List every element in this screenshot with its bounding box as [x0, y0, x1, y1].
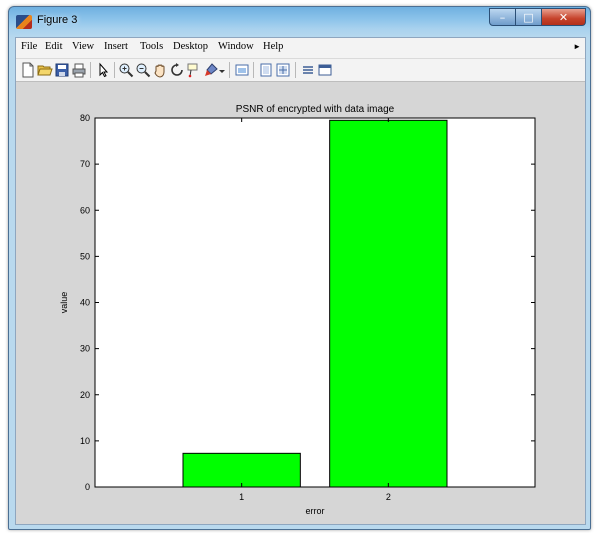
- y-tick-label: 50: [80, 251, 90, 261]
- x-tick-label: 2: [386, 492, 391, 502]
- pointer-icon[interactable]: [95, 62, 111, 78]
- y-tick-label: 20: [80, 390, 90, 400]
- brush-icon[interactable]: [203, 62, 219, 78]
- bars-group: [182, 119, 448, 488]
- chart-title: PSNR of encrypted with data image: [236, 104, 395, 115]
- figure-toolbar: [16, 59, 585, 82]
- toolbar-separator: [229, 62, 230, 78]
- menu-overflow-arrow-icon[interactable]: ►: [573, 42, 581, 51]
- menu-window[interactable]: Window: [218, 41, 254, 52]
- bar-1[interactable]: [182, 452, 301, 488]
- menu-desktop[interactable]: Desktop: [173, 41, 208, 52]
- x-tick-label: 1: [239, 492, 244, 502]
- open-file-icon[interactable]: [37, 62, 53, 78]
- minimize-button[interactable]: –: [489, 8, 516, 26]
- y-tick-label: 70: [80, 159, 90, 169]
- menu-file[interactable]: File: [21, 41, 38, 52]
- menu-help[interactable]: Help: [263, 41, 284, 52]
- toolbar-separator: [90, 62, 91, 78]
- y-tick-label: 10: [80, 436, 90, 446]
- colorbar-icon[interactable]: [258, 62, 274, 78]
- maximize-button[interactable]: □: [516, 8, 542, 26]
- data-cursor-icon[interactable]: [186, 62, 202, 78]
- menu-bar: File Edit View Insert Tools Desktop Wind…: [16, 38, 585, 59]
- save-icon[interactable]: [54, 62, 70, 78]
- y-tick-label: 80: [80, 113, 90, 123]
- show-plot-tools-icon[interactable]: [317, 62, 333, 78]
- toolbar-separator: [253, 62, 254, 78]
- y-tick-label: 60: [80, 205, 90, 215]
- title-bar[interactable]: Figure 3 – □ ✕: [9, 7, 590, 37]
- y-tick-label: 40: [80, 298, 90, 308]
- toolbar-separator: [114, 62, 115, 78]
- toolbar-separator: [295, 62, 296, 78]
- menu-insert[interactable]: Insert: [104, 41, 128, 52]
- link-plot-icon[interactable]: [234, 62, 250, 78]
- hide-plot-tools-icon[interactable]: [300, 62, 316, 78]
- menu-edit[interactable]: Edit: [45, 41, 63, 52]
- brush-dropdown-icon[interactable]: [218, 62, 226, 78]
- zoom-in-icon[interactable]: [118, 62, 134, 78]
- figure-client-area: File Edit View Insert Tools Desktop Wind…: [15, 37, 586, 525]
- close-button[interactable]: ✕: [542, 8, 586, 26]
- axes-frame: [94, 117, 536, 488]
- y-tick-label: 0: [85, 482, 90, 492]
- y-tick-label: 30: [80, 344, 90, 354]
- legend-icon[interactable]: [275, 62, 291, 78]
- bar-2[interactable]: [329, 119, 448, 488]
- zoom-out-icon[interactable]: [135, 62, 151, 78]
- rotate-3d-icon[interactable]: [169, 62, 185, 78]
- y-axis-label: value: [59, 292, 69, 314]
- matlab-logo-icon: [16, 15, 32, 29]
- menu-view[interactable]: View: [72, 41, 95, 52]
- window-title: Figure 3: [37, 14, 78, 26]
- new-figure-icon[interactable]: [20, 62, 36, 78]
- figure-window: Figure 3 – □ ✕ File Edit View Insert Too…: [8, 6, 591, 530]
- window-controls: – □ ✕: [489, 8, 586, 26]
- axes-background: [95, 118, 535, 487]
- pan-icon[interactable]: [152, 62, 168, 78]
- menu-tools[interactable]: Tools: [140, 41, 164, 52]
- x-axis-label: error: [305, 506, 324, 516]
- print-icon[interactable]: [71, 62, 87, 78]
